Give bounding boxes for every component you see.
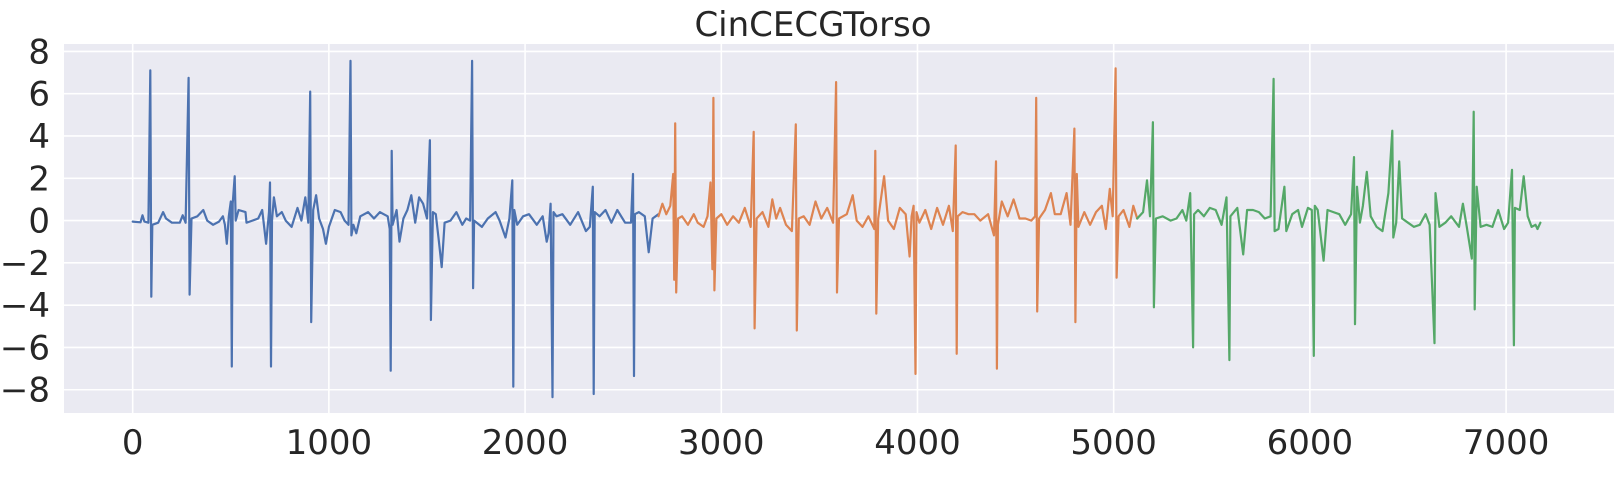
series-line-2	[657, 67, 1139, 375]
y-tick-label: 0	[28, 202, 50, 242]
y-tick-label: 8	[28, 32, 50, 72]
series-layer	[131, 59, 1542, 399]
x-tick-label: 3000	[678, 423, 765, 463]
x-tick-label: 4000	[874, 423, 961, 463]
series-line-1	[131, 59, 660, 399]
y-tick-label: −6	[0, 328, 50, 368]
chart-title: CinCECGTorso	[694, 5, 931, 45]
y-tick-label: 4	[28, 117, 50, 157]
y-tick-label: 6	[28, 75, 50, 115]
y-tick-label: −8	[0, 371, 50, 411]
series-line-3	[1136, 77, 1542, 362]
x-tick-label: 0	[122, 423, 144, 463]
y-tick-label: −4	[0, 286, 50, 326]
x-tick-label: 5000	[1070, 423, 1157, 463]
y-tick-label: −2	[0, 244, 50, 284]
y-tick-label: 2	[28, 159, 50, 199]
x-tick-label: 7000	[1463, 423, 1550, 463]
x-tick-labels: 0 1000 2000 3000 4000 5000 6000 7000	[122, 423, 1550, 463]
x-tick-label: 1000	[286, 423, 373, 463]
y-grid-lines	[64, 50, 1614, 391]
x-tick-label: 6000	[1267, 423, 1354, 463]
x-tick-label: 2000	[482, 423, 569, 463]
